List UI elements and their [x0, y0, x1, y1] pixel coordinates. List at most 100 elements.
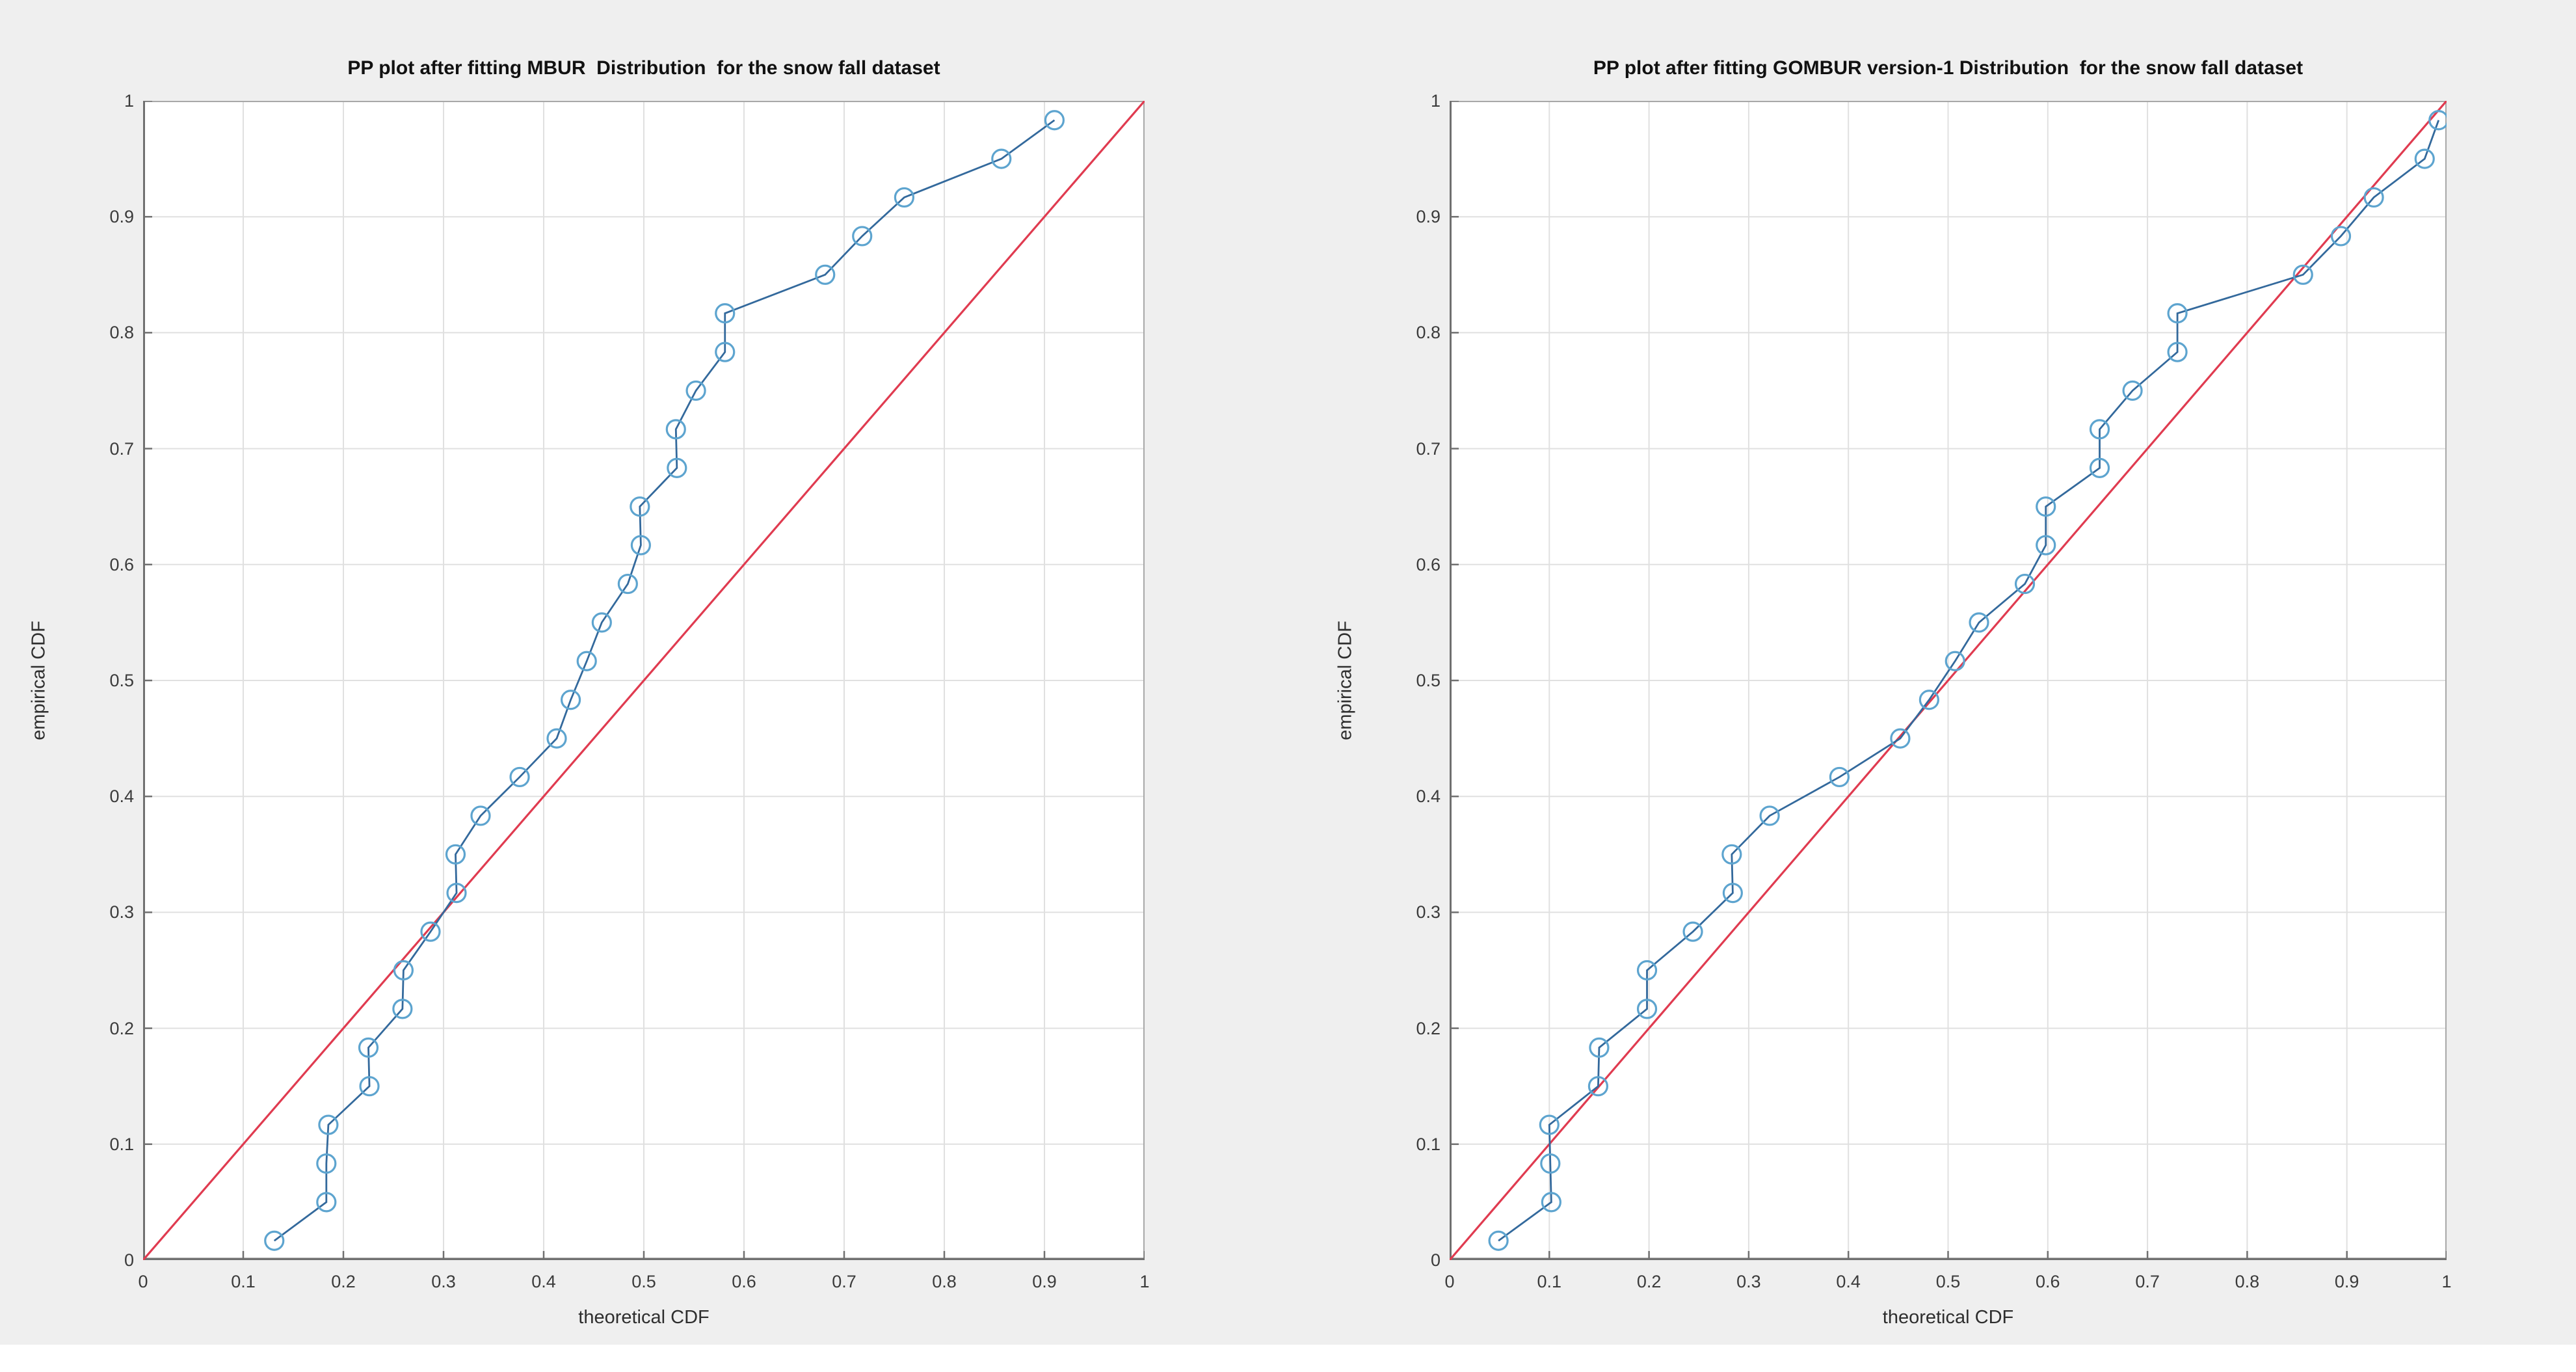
data-point-marker — [358, 1037, 379, 1058]
data-point-marker — [264, 1230, 285, 1251]
data-point-marker — [316, 1192, 337, 1213]
y-tick-label: 0.9 — [109, 207, 134, 227]
y-tick-label: 0.3 — [109, 902, 134, 922]
series-markers — [1488, 110, 2447, 1251]
data-point-marker — [2014, 573, 2036, 595]
data-point-marker — [509, 766, 530, 788]
reference-line — [1450, 101, 2447, 1260]
data-point-marker — [1969, 612, 1989, 633]
y-axis-label-gombur: empirical CDF — [1334, 621, 1356, 740]
y-tick-label: 0.2 — [1416, 1018, 1441, 1038]
y-tick-label: 0.7 — [109, 438, 134, 459]
x-tick-label: 0 — [1444, 1272, 1455, 1291]
data-point-marker — [1919, 690, 1939, 710]
x-tick-label: 0.5 — [631, 1272, 656, 1291]
data-point-marker — [2292, 264, 2313, 285]
pp-plot-mbur: PP plot after fitting MBUR Distribution … — [29, 57, 1150, 1328]
data-point-marker — [1587, 1076, 1609, 1097]
data-point-marker — [1682, 921, 1703, 942]
data-point-marker — [393, 960, 414, 981]
x-tick-label: 0.7 — [2135, 1272, 2160, 1291]
y-tick-label: 0.5 — [1416, 671, 1441, 690]
x-tick-label: 0.7 — [832, 1272, 856, 1291]
data-point-marker — [1721, 844, 1742, 865]
x-tick-label: 0.1 — [231, 1272, 256, 1291]
y-tick-label: 0.3 — [1416, 902, 1441, 922]
data-point-marker — [470, 805, 491, 826]
x-axis-label-mbur: theoretical CDF — [578, 1307, 710, 1328]
data-point-marker — [1636, 999, 1658, 1019]
plot-title-gombur: PP plot after fitting GOMBUR version-1 D… — [1593, 57, 2304, 79]
data-point-marker — [630, 535, 651, 556]
y-tick-label: 0.6 — [1416, 554, 1441, 574]
data-point-marker — [1541, 1192, 1561, 1213]
data-point-marker — [2036, 496, 2056, 517]
data-point-marker — [630, 496, 650, 517]
data-point-marker — [445, 844, 466, 865]
data-point-marker — [2167, 303, 2188, 324]
y-tick-label: 0 — [1430, 1250, 1441, 1270]
x-tick-label: 0.6 — [732, 1272, 756, 1291]
data-point-marker — [852, 226, 873, 247]
data-point-marker — [1540, 1153, 1561, 1174]
x-tick-label: 0.8 — [2235, 1272, 2260, 1291]
x-tick-label: 0.1 — [1537, 1272, 1562, 1291]
data-point-marker — [2036, 535, 2056, 556]
data-point-marker — [2363, 187, 2384, 208]
y-tick-label: 0.9 — [1416, 207, 1441, 227]
data-point-marker — [318, 1114, 339, 1135]
y-tick-label: 0.1 — [1416, 1134, 1441, 1154]
data-point-marker — [446, 883, 467, 904]
data-point-marker — [715, 303, 736, 324]
figure-bottom-margin — [0, 1345, 2576, 1372]
data-point-marker — [1945, 651, 1965, 671]
y-tick-label: 0 — [124, 1250, 134, 1270]
x-tick-label: 0.2 — [331, 1272, 356, 1291]
y-tick-label: 0.8 — [1416, 323, 1441, 343]
y-tick-label: 0.5 — [109, 671, 134, 690]
data-point-marker — [665, 419, 686, 440]
plot-area-gombur — [1450, 101, 2447, 1260]
data-point-marker — [991, 148, 1012, 169]
x-tick-label: 0 — [138, 1272, 148, 1291]
data-point-marker — [2414, 148, 2435, 169]
data-point-marker — [1890, 728, 1911, 749]
data-point-marker — [2167, 342, 2188, 362]
series-markers — [264, 110, 1065, 1251]
data-point-marker — [546, 728, 567, 749]
series-line — [273, 119, 1056, 1242]
y-tick-label: 1 — [1430, 91, 1441, 111]
grid-layer — [1450, 101, 2447, 1260]
y-tick-label: 0.7 — [1416, 438, 1441, 459]
data-point-marker — [1829, 766, 1850, 788]
data-point-marker — [685, 380, 706, 401]
data-point-marker — [1759, 805, 1780, 826]
data-point-marker — [894, 187, 915, 208]
data-point-marker — [392, 999, 413, 1019]
x-tick-label: 1 — [1139, 1272, 1150, 1291]
tick-marks — [143, 101, 1145, 1260]
plot-area-mbur — [143, 101, 1145, 1260]
pp-plot-gombur: PP plot after fitting GOMBUR version-1 D… — [1288, 0, 2576, 1372]
x-tick-label: 0.9 — [2334, 1272, 2359, 1291]
tick-marks — [1450, 101, 2447, 1260]
data-point-marker — [1044, 110, 1065, 131]
data-point-marker — [420, 921, 441, 942]
data-point-marker — [576, 651, 597, 671]
data-point-marker — [2428, 110, 2447, 131]
y-tick-label: 0.4 — [1416, 787, 1441, 807]
y-tick-label: 0.8 — [109, 323, 134, 343]
x-tick-label: 0.5 — [1935, 1272, 1961, 1291]
data-point-marker — [1636, 960, 1658, 981]
data-point-marker — [2089, 457, 2110, 478]
data-point-marker — [359, 1076, 380, 1097]
x-tick-label: 0.4 — [1836, 1272, 1861, 1291]
data-point-marker — [316, 1153, 337, 1174]
x-tick-label: 0.9 — [1032, 1272, 1057, 1291]
y-tick-label: 1 — [124, 91, 134, 111]
y-tick-label: 0.1 — [109, 1134, 134, 1154]
y-tick-label: 0.2 — [109, 1018, 134, 1038]
x-axis-label-gombur: theoretical CDF — [1882, 1307, 2014, 1328]
x-tick-label: 0.8 — [932, 1272, 957, 1291]
